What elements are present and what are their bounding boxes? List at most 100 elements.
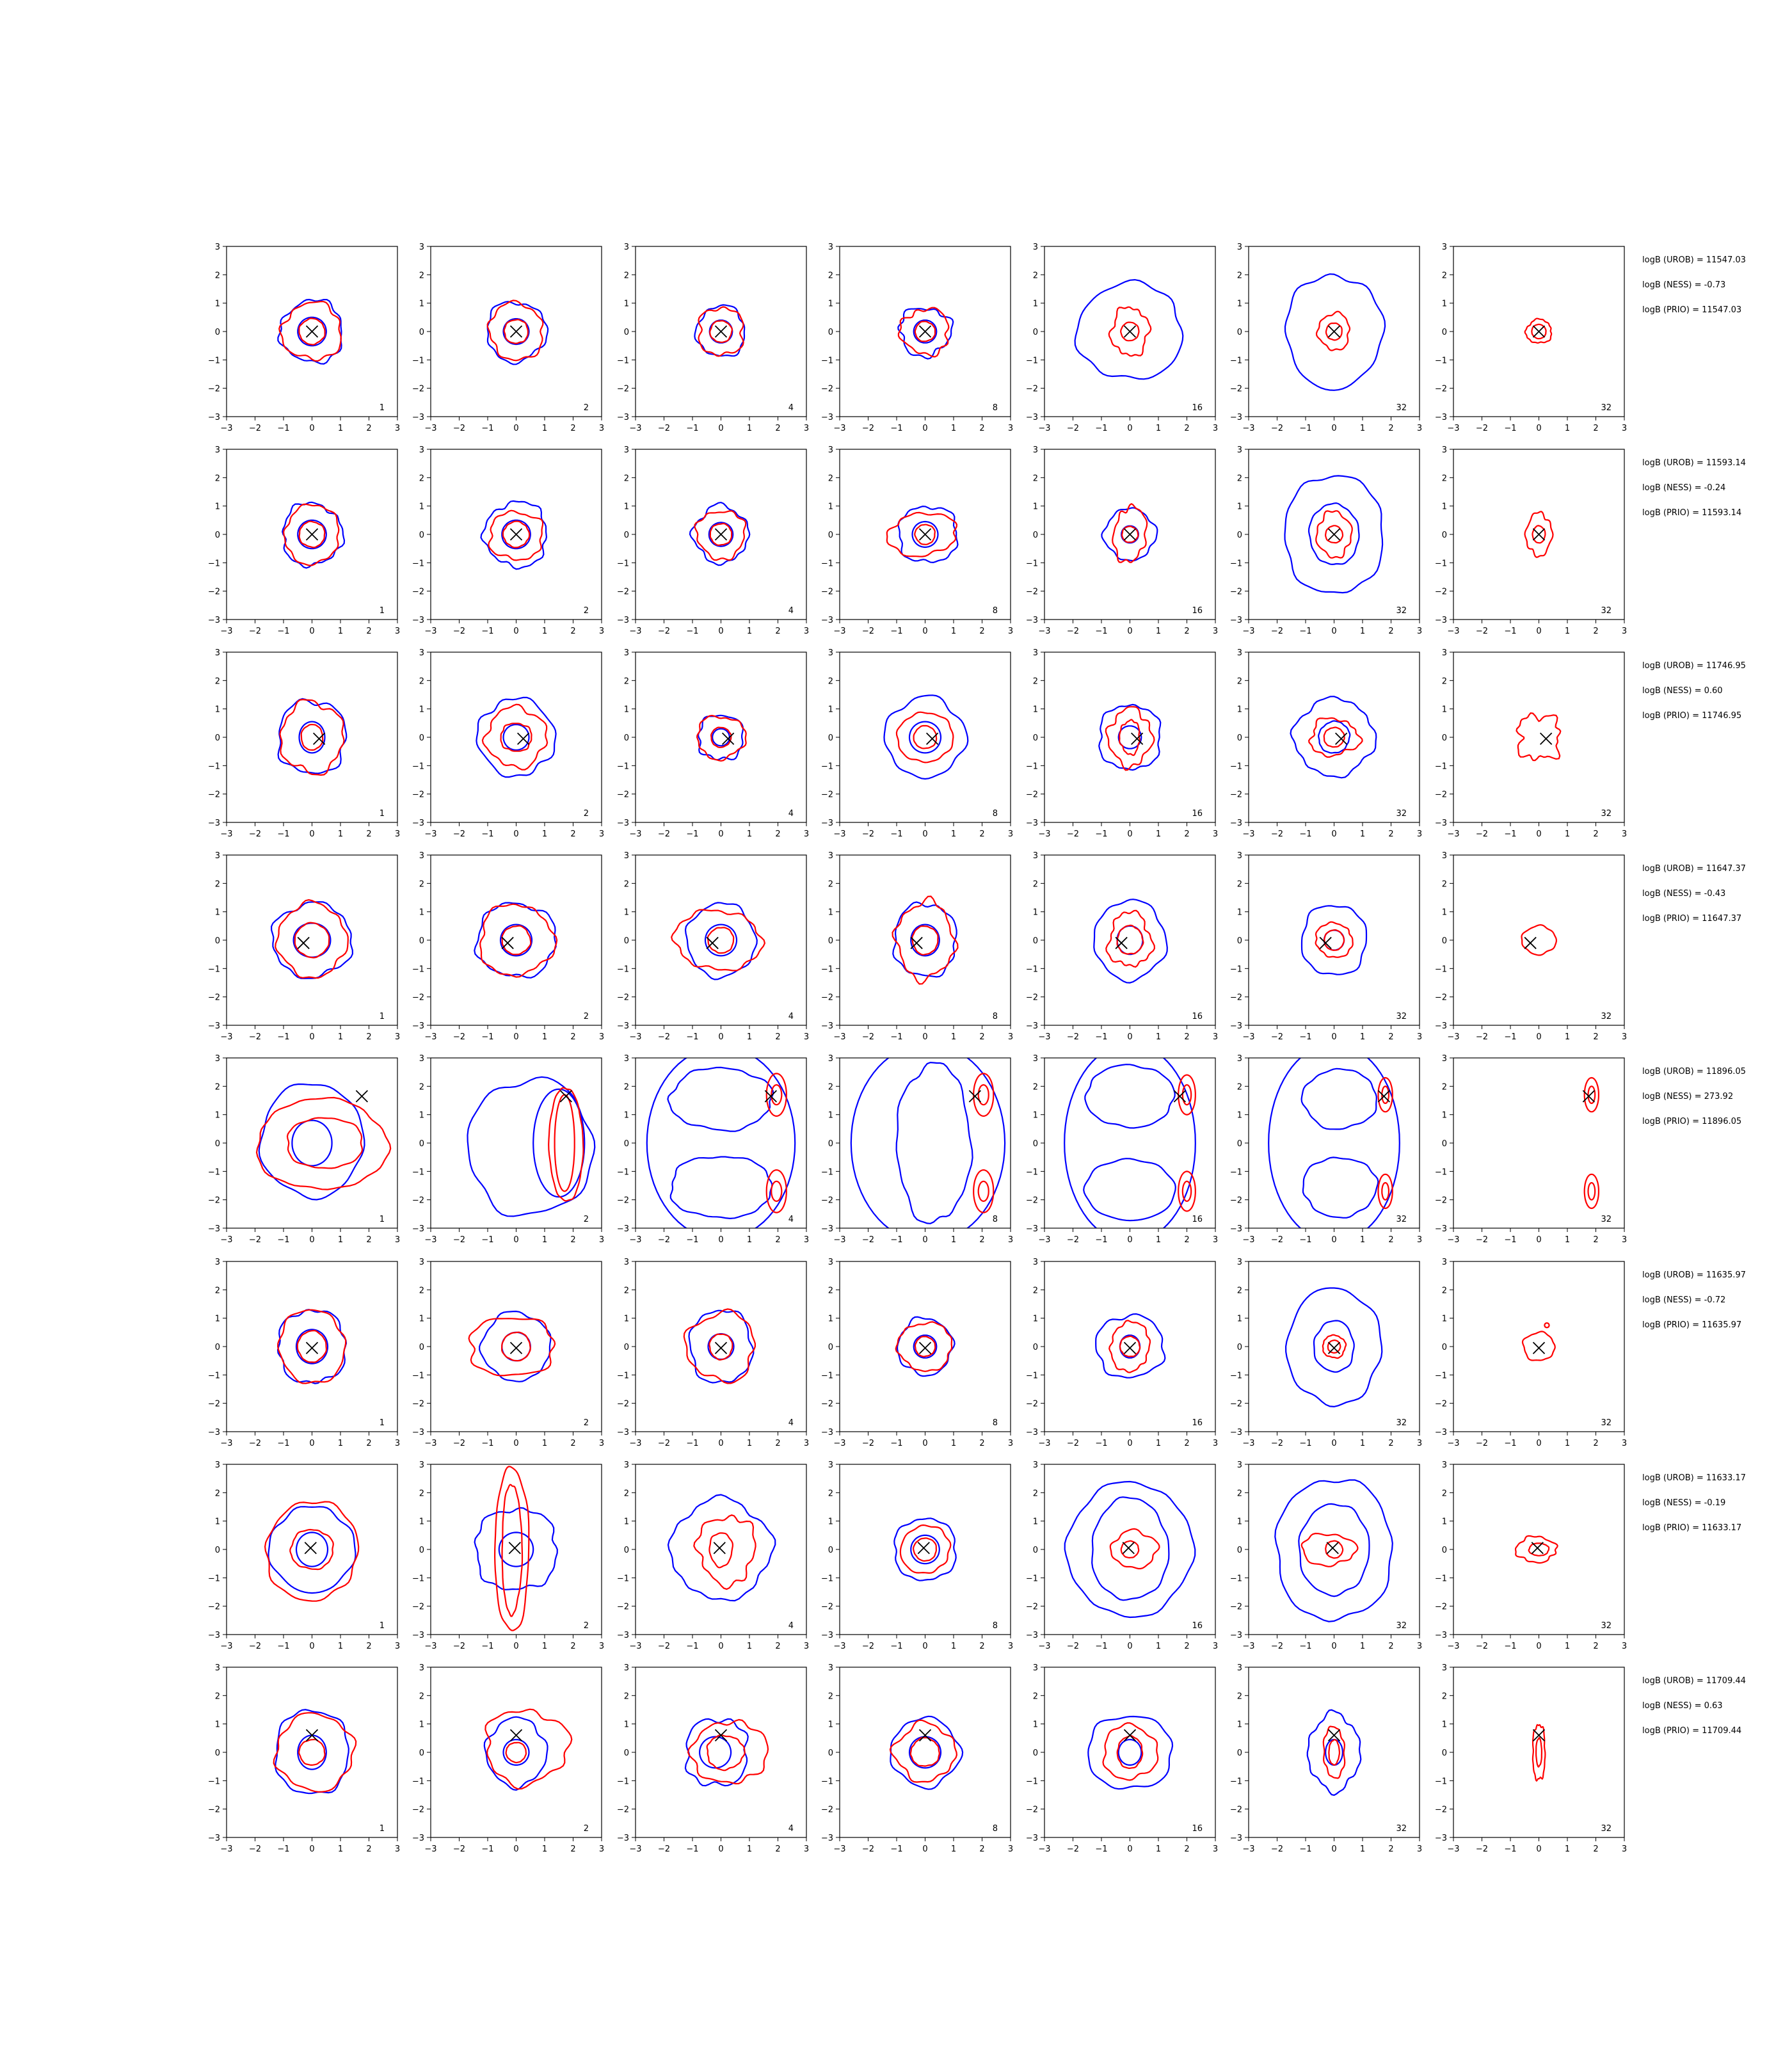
- y-tick-label: −3: [821, 1428, 833, 1437]
- red-contour: [548, 1087, 584, 1202]
- x-tick-label: 0: [1331, 829, 1336, 839]
- y-tick-label: 0: [828, 531, 833, 540]
- red-contour: [1315, 310, 1351, 351]
- y-tick-label: −1: [1435, 1371, 1447, 1380]
- sample-count-label: 32: [1601, 1621, 1612, 1631]
- x-tick-label: −1: [277, 1439, 289, 1448]
- axes-frame: [1044, 1667, 1216, 1838]
- y-tick-label: 3: [419, 851, 424, 861]
- y-tick-label: −1: [412, 1371, 424, 1380]
- y-tick-label: 0: [1237, 1748, 1242, 1758]
- x-tick-label: 1: [338, 829, 343, 839]
- y-tick-label: 3: [1237, 243, 1242, 252]
- x-tick-label: 3: [1622, 1032, 1627, 1042]
- x-tick-label: 2: [366, 1032, 371, 1042]
- sample-count-label: 32: [1396, 1621, 1407, 1631]
- contour-layer: [1532, 1724, 1546, 1782]
- y-tick-label: −3: [208, 819, 220, 828]
- x-tick-label: 0: [513, 1844, 518, 1854]
- row-4: −33−22−11001−12−23−31−33−22−11001−12−23−…: [208, 851, 1746, 1042]
- panel-r3-c6: −3 3 −2 2 −1 1 0 0 1 −1 2 −2 3 −3 32: [1230, 648, 1422, 839]
- y-tick-label: 2: [828, 271, 833, 280]
- sample-count-label: 4: [788, 1215, 794, 1224]
- sample-count-label: 1: [380, 1824, 385, 1834]
- x-tick-label: 2: [775, 829, 780, 839]
- y-tick-label: −2: [412, 1400, 424, 1409]
- red-contour: [1524, 317, 1553, 344]
- y-tick-label: 0: [215, 936, 220, 946]
- red-contour: [912, 1537, 937, 1562]
- y-tick-label: 0: [419, 1546, 424, 1555]
- blue-contour: [1098, 703, 1162, 771]
- y-tick-label: −3: [1230, 1631, 1242, 1640]
- x-tick-label: 1: [1156, 627, 1161, 636]
- y-tick-label: 2: [215, 879, 220, 889]
- y-tick-label: 2: [1033, 1286, 1038, 1295]
- red-contour: [708, 1333, 733, 1361]
- x-tick-label: 3: [1213, 1235, 1218, 1245]
- x-tick-label: 0: [1536, 1844, 1541, 1854]
- y-tick-label: 0: [828, 1748, 833, 1758]
- red-contour: [493, 1466, 530, 1631]
- x-tick-label: −1: [1095, 829, 1107, 839]
- y-tick-label: −1: [1435, 1777, 1447, 1786]
- x-tick-label: 0: [1536, 627, 1541, 636]
- x-tick-label: 0: [1536, 1439, 1541, 1448]
- x-tick-label: −3: [1038, 627, 1050, 636]
- y-tick-label: −2: [412, 1196, 424, 1206]
- x-tick-label: 3: [1008, 1844, 1013, 1854]
- y-tick-label: 3: [828, 1054, 833, 1064]
- y-tick-label: −3: [821, 1834, 833, 1843]
- axes-frame: [839, 1261, 1011, 1432]
- x-tick-label: 1: [1565, 424, 1570, 433]
- x-tick-label: 2: [366, 829, 371, 839]
- x-tick-label: 2: [1593, 1642, 1598, 1651]
- red-contour: [1516, 712, 1562, 762]
- blue-contour: [1064, 1058, 1196, 1228]
- blue-contour: [883, 694, 969, 780]
- x-tick-label: −2: [453, 1439, 465, 1448]
- red-contour: [1116, 1734, 1144, 1769]
- x-tick-label: −3: [220, 424, 232, 433]
- y-tick-label: −2: [1230, 1603, 1242, 1612]
- x-tick-label: 2: [1184, 1235, 1189, 1245]
- y-tick-label: −1: [208, 762, 220, 771]
- x-tick-label: 2: [1593, 1439, 1598, 1448]
- x-tick-label: 1: [1156, 1439, 1161, 1448]
- blue-contour: [667, 1494, 776, 1602]
- x-tick-label: −1: [481, 1235, 493, 1245]
- blue-contour: [708, 522, 734, 547]
- red-contour: [279, 698, 345, 776]
- y-tick-label: 0: [1237, 1139, 1242, 1149]
- axes-frame: [1248, 854, 1420, 1026]
- y-tick-label: 1: [1033, 1517, 1038, 1527]
- sample-count-label: 8: [993, 1621, 998, 1631]
- y-tick-label: 2: [1033, 1082, 1038, 1092]
- x-tick-label: −3: [220, 1439, 232, 1448]
- x-tick-label: 1: [542, 1235, 547, 1245]
- panel-r7-c3: −3 3 −2 2 −1 1 0 0 1 −1 2 −2 3 −3 4: [617, 1460, 809, 1651]
- sample-count-label: 8: [993, 606, 998, 616]
- panel-r1-c3: −3 3 −2 2 −1 1 0 0 1 −1 2 −2 3 −3 4: [617, 243, 809, 433]
- y-tick-label: 3: [828, 1258, 833, 1267]
- y-tick-label: −3: [208, 1428, 220, 1437]
- panel-r5-c3: −3 3 −2 2 −1 1 0 0 1 −1 2 −2 3 −3 4: [617, 1054, 809, 1245]
- x-tick-label: 2: [1593, 1235, 1598, 1245]
- x-tick-label: 0: [922, 1439, 927, 1448]
- contour-layer: [893, 1517, 957, 1581]
- panel-r7-c1: −3 3 −2 2 −1 1 0 0 1 −1 2 −2 3 −3 1: [208, 1460, 400, 1651]
- y-tick-label: 1: [1237, 502, 1242, 512]
- blue-contour: [897, 1316, 956, 1377]
- x-tick-label: −2: [1067, 424, 1079, 433]
- x-tick-label: 3: [1008, 829, 1013, 839]
- y-tick-label: −3: [617, 1631, 629, 1640]
- red-contour: [505, 1741, 527, 1764]
- x-tick-label: 3: [1008, 1032, 1013, 1042]
- x-tick-label: −1: [890, 829, 902, 839]
- log-bayes-factor-text: logB (UROB) = 11547.03: [1642, 255, 1746, 265]
- x-tick-label: 3: [1417, 829, 1422, 839]
- y-tick-label: 0: [828, 328, 833, 337]
- y-tick-label: 3: [419, 1460, 424, 1470]
- red-contour: [503, 319, 529, 344]
- y-tick-label: 3: [828, 851, 833, 861]
